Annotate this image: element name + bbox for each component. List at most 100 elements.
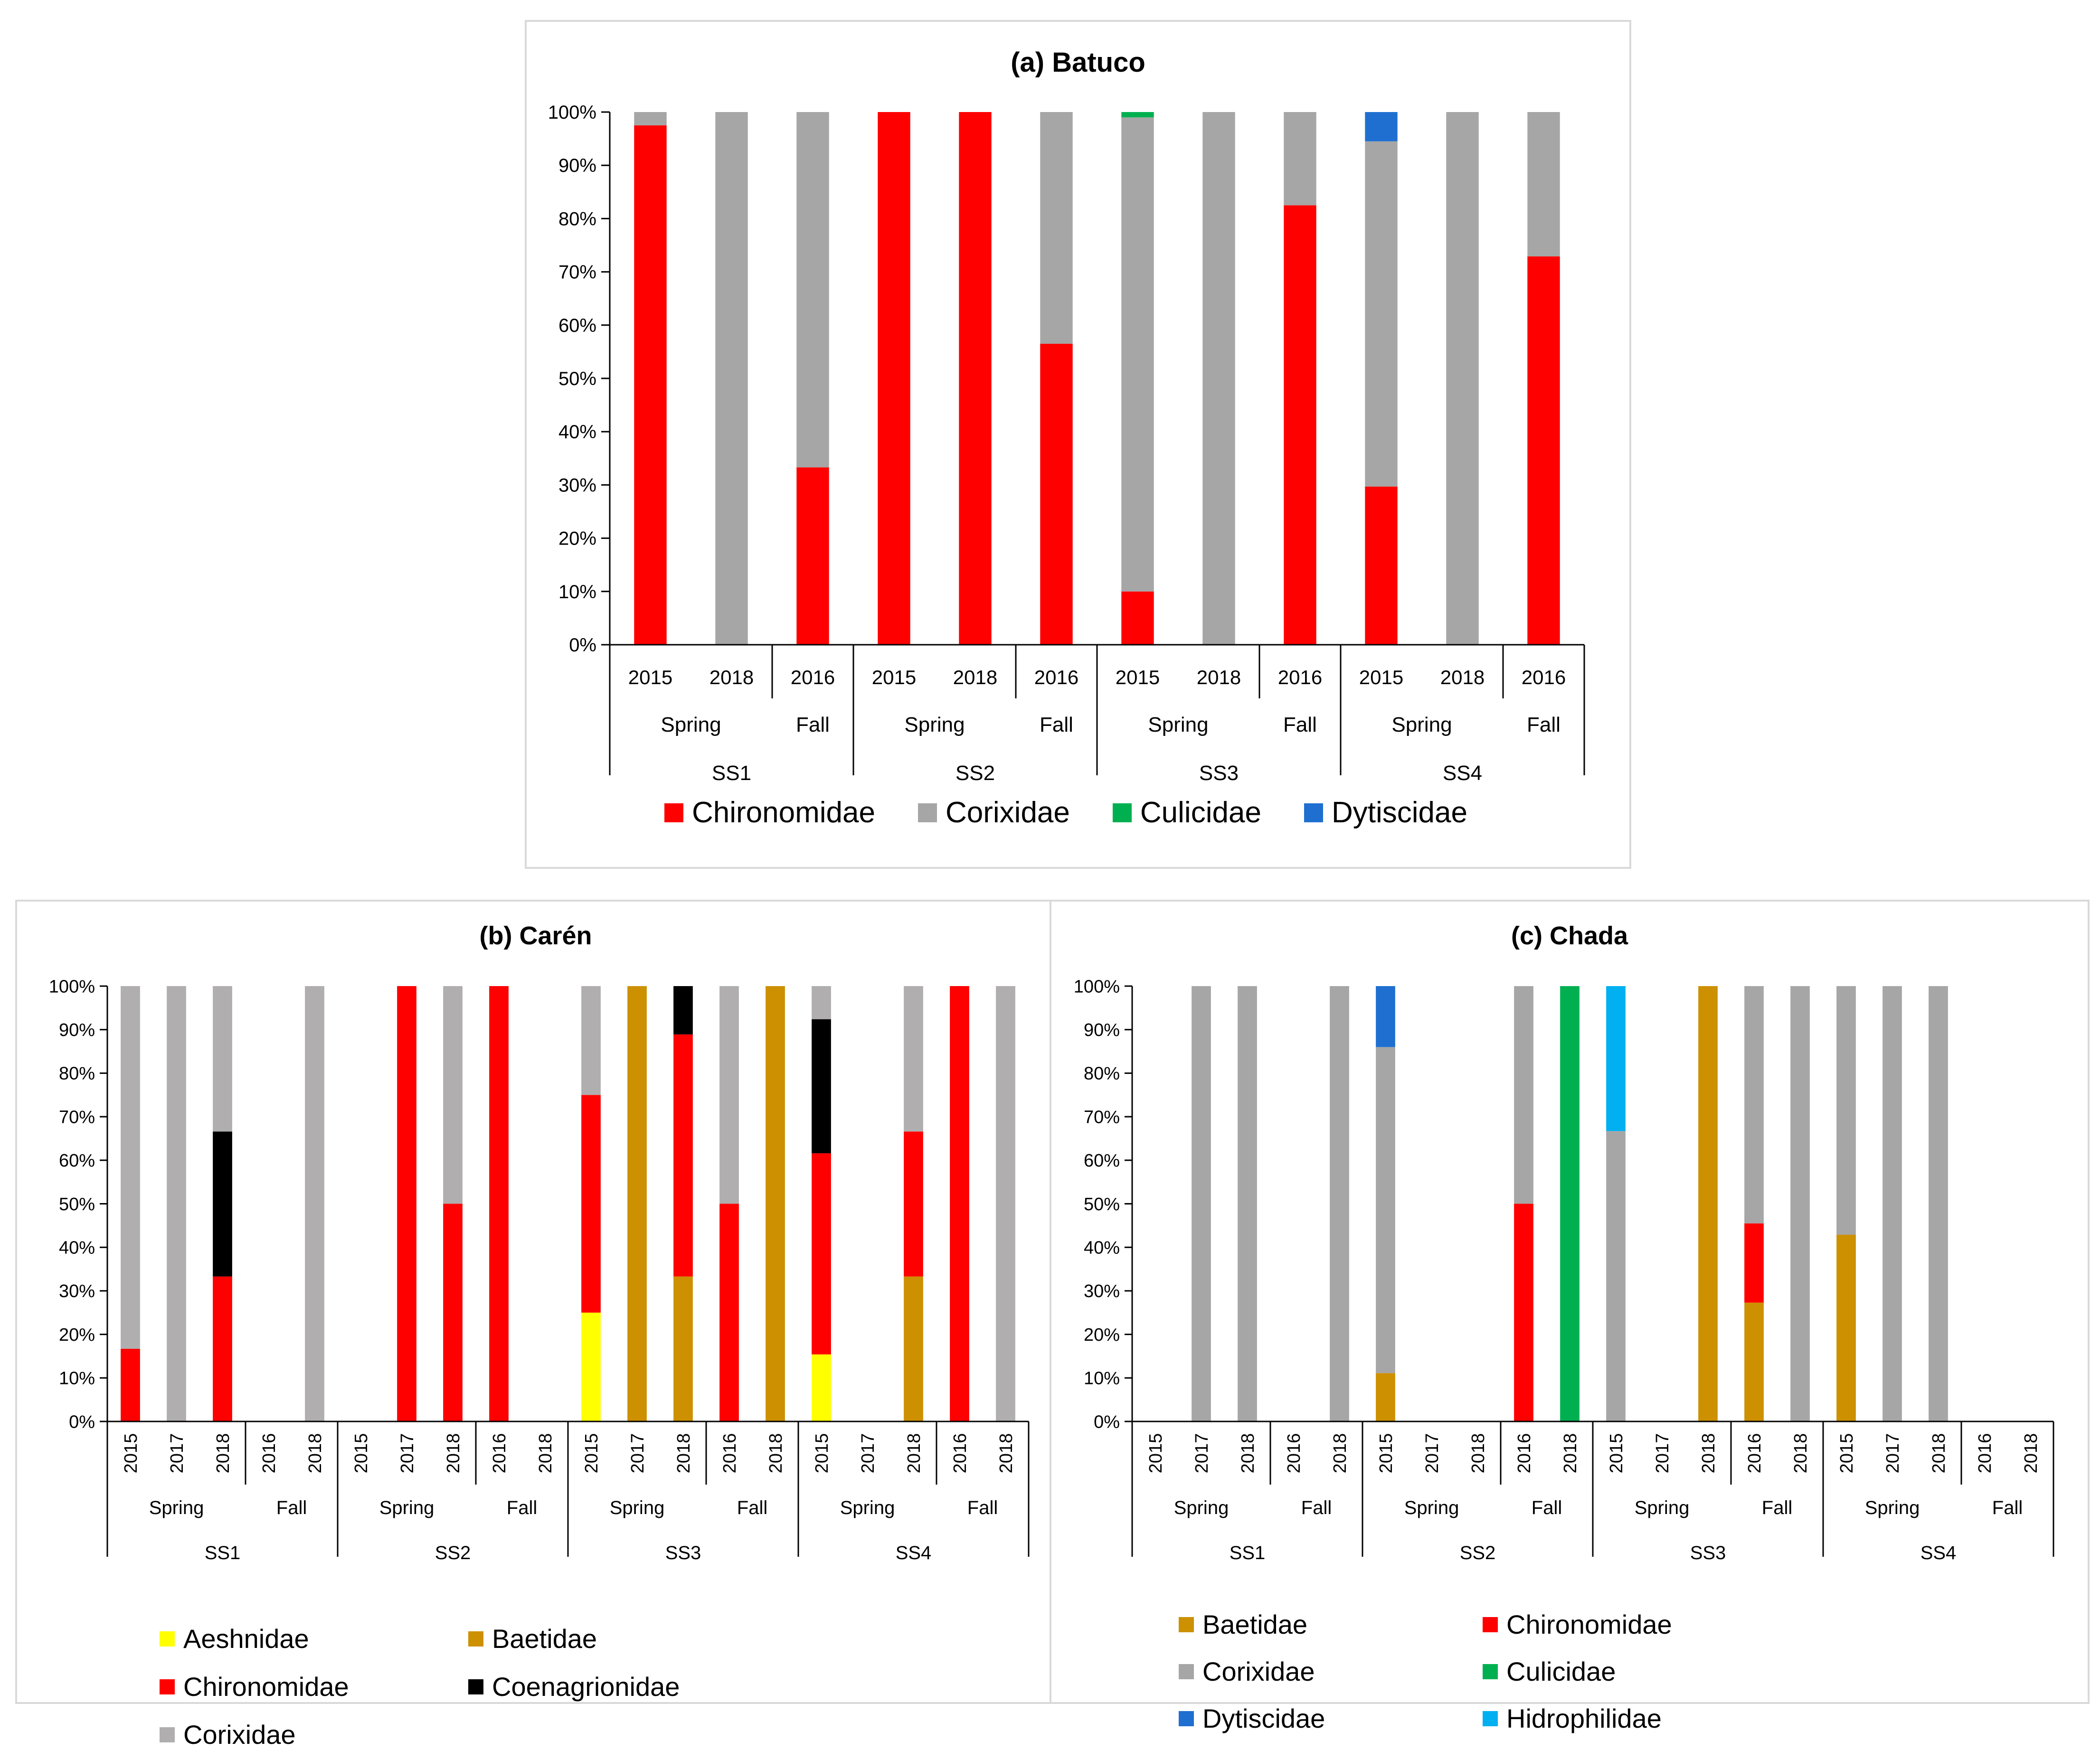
- x-site-label: SS1: [712, 762, 751, 785]
- legend-label: Chironomidae: [692, 796, 875, 829]
- bar-corixidae-ss4-spring-2015: [1836, 986, 1856, 1235]
- chart-chada-plot: (c) Chada 0% 10% 20% 30% 40% 50% 60% 70% 80% 90% 10…: [1074, 922, 2054, 1563]
- x-year-label: 2018: [1197, 666, 1241, 688]
- bar-corixidae-ss3-fall-2018: [1790, 986, 1810, 1421]
- legend-item-baetidae: Baetidae: [1179, 1609, 1483, 1640]
- x-season-label: Spring: [661, 713, 721, 736]
- x-season-label: Fall: [1283, 713, 1317, 736]
- x-site-label: SS4: [1920, 1543, 1957, 1563]
- x-year-label: 2015: [1837, 1433, 1857, 1474]
- x-year-label: 2018: [1330, 1433, 1350, 1474]
- bar-corixidae-ss2-spring-2015: [1376, 1047, 1395, 1374]
- x-season-label: Spring: [1174, 1497, 1229, 1518]
- x-site-label: SS1: [205, 1543, 241, 1563]
- x-year-label: 2018: [1468, 1433, 1488, 1474]
- x-year-label: 2017: [1653, 1433, 1673, 1474]
- x-year-label: 2015: [1116, 666, 1160, 688]
- bar-corixidae-ss3-spring-2018: [1202, 112, 1235, 645]
- bar-baetidae-ss3-spring-2018: [673, 1276, 693, 1421]
- y-tick-label: 20%: [59, 1325, 95, 1345]
- y-tick-label: 50%: [1084, 1195, 1120, 1214]
- x-year-label: 2016: [1284, 1433, 1304, 1474]
- y-tick-label: 100%: [49, 977, 95, 997]
- bar-chironomidae-ss2-spring-2017: [397, 986, 416, 1421]
- y-tick-label: 90%: [1084, 1020, 1120, 1040]
- y-tick-label: 80%: [1084, 1064, 1120, 1084]
- bar-chironomidae-ss2-spring-2018: [443, 1204, 463, 1421]
- x-year-label: 2017: [167, 1433, 187, 1474]
- legend-swatch: [1483, 1664, 1498, 1679]
- bar-corixidae-ss3-spring-2015: [1606, 1131, 1626, 1421]
- chart-panel-chada: (c) Chada 0% 10% 20% 30% 40% 50% 60% 70% 80% 90% 10…: [1050, 900, 2090, 1733]
- x-year-label: 2018: [1238, 1433, 1258, 1474]
- legend-label: Baetidae: [492, 1624, 597, 1654]
- x-season-label: Fall: [1527, 713, 1561, 736]
- x-season-label: Spring: [1148, 713, 1208, 736]
- bar-baetidae-ss3-spring-2017: [627, 986, 647, 1421]
- bar-chironomidae-ss2-fall-2016: [489, 986, 509, 1421]
- x-year-label: 2015: [628, 666, 672, 688]
- bar-corixidae-ss4-fall-2018: [996, 986, 1015, 1421]
- x-year-label: 2017: [628, 1433, 648, 1474]
- bar-corixidae-ss4-fall-2016: [1527, 112, 1560, 257]
- bar-chironomidae-ss1-spring-2015: [121, 1348, 140, 1421]
- bar-corixidae-ss1-spring-2015: [121, 986, 140, 1349]
- legend-label: Baetidae: [1202, 1609, 1308, 1639]
- legend-item-culicidae: Culicidae: [1112, 796, 1261, 829]
- x-year-label: 2015: [121, 1433, 141, 1474]
- legend-swatch: [468, 1631, 483, 1647]
- legend-label: Aeshnidae: [183, 1624, 309, 1654]
- legend-swatch: [468, 1679, 483, 1694]
- x-year-label: 2015: [1607, 1433, 1627, 1474]
- bar-aeshnidae-ss3-spring-2015: [581, 1312, 601, 1421]
- x-season-label: Fall: [1762, 1497, 1792, 1518]
- x-year-label: 2016: [720, 1433, 740, 1474]
- bar-baetidae-ss3-fall-2016: [1744, 1302, 1764, 1421]
- y-tick-label: 40%: [558, 422, 596, 442]
- chart-title: (a) Batuco: [1011, 47, 1145, 78]
- bar-chironomidae-ss3-spring-2015: [581, 1095, 601, 1313]
- legend-batuco: Chironomidae Corixidae Culicidae Dytiscidae: [664, 796, 1567, 829]
- x-site-label: SS3: [1199, 762, 1239, 785]
- x-site-label: SS2: [435, 1543, 471, 1563]
- bar-culicidae-ss2-fall-2018: [1560, 986, 1580, 1421]
- x-year-label: 2018: [2021, 1433, 2041, 1474]
- x-season-label: Fall: [737, 1497, 767, 1518]
- x-site-label: SS2: [955, 762, 995, 785]
- bar-corixidae-ss1-spring-2018: [213, 986, 232, 1132]
- legend-item-corixidae: Corixidae: [1179, 1656, 1483, 1687]
- bar-corixidae-ss4-spring-2018: [904, 986, 923, 1132]
- bar-baetidae-ss4-spring-2018: [904, 1276, 923, 1421]
- legend-item-chironomidae: Chironomidae: [664, 796, 875, 829]
- bar-chironomidae-ss2-fall-2016: [1514, 1204, 1533, 1421]
- bar-chironomidae-ss4-fall-2016: [1527, 256, 1560, 645]
- y-tick-label: 0%: [569, 635, 596, 656]
- x-year-label: 2015: [582, 1433, 602, 1474]
- bar-chironomidae-ss2-fall-2016: [1040, 344, 1073, 645]
- chart-caren-plot: (b) Carén 0% 10% 20% 30% 40% 50% 60% 70% 80% 90% 10…: [49, 922, 1030, 1563]
- bar-corixidae-ss2-spring-2018: [443, 986, 463, 1204]
- x-season-label: Spring: [379, 1497, 435, 1518]
- legend-item-corixidae: Corixidae: [918, 796, 1070, 829]
- bar-chironomidae-ss4-fall-2016: [950, 986, 969, 1421]
- x-year-label: 2018: [1699, 1433, 1719, 1474]
- bar-corixidae-ss1-spring-2015: [634, 112, 667, 126]
- x-year-label: 2018: [1929, 1433, 1949, 1474]
- x-season-label: Fall: [1992, 1497, 2023, 1518]
- bar-corixidae-ss2-fall-2016: [1514, 986, 1533, 1204]
- x-season-label: Spring: [1865, 1497, 1920, 1518]
- x-year-label: 2015: [1146, 1433, 1166, 1474]
- legend-item-chironomidae: Chironomidae: [1483, 1609, 1787, 1640]
- y-tick-label: 20%: [1084, 1325, 1120, 1345]
- bar-dytiscidae-ss4-spring-2015: [1365, 112, 1398, 141]
- x-season-label: Fall: [796, 713, 830, 736]
- legend-item-baetidae: Baetidae: [468, 1623, 777, 1654]
- x-season-label: Spring: [1404, 1497, 1459, 1518]
- bar-chironomidae-ss3-fall-2016: [1284, 205, 1316, 645]
- bar-coenagrionidae-ss3-spring-2018: [673, 986, 693, 1035]
- legend-swatch: [1179, 1617, 1194, 1632]
- bar-corixidae-ss1-spring-2018: [1238, 986, 1257, 1421]
- legend-label: Corixidae: [1202, 1656, 1315, 1686]
- chart-panel-batuco: (a) Batuco 0% 10% 20% 30% 40% 50% 60% 70% 80% 90% 1…: [525, 20, 1631, 869]
- bar-corixidae-ss4-spring-2017: [1882, 986, 1902, 1421]
